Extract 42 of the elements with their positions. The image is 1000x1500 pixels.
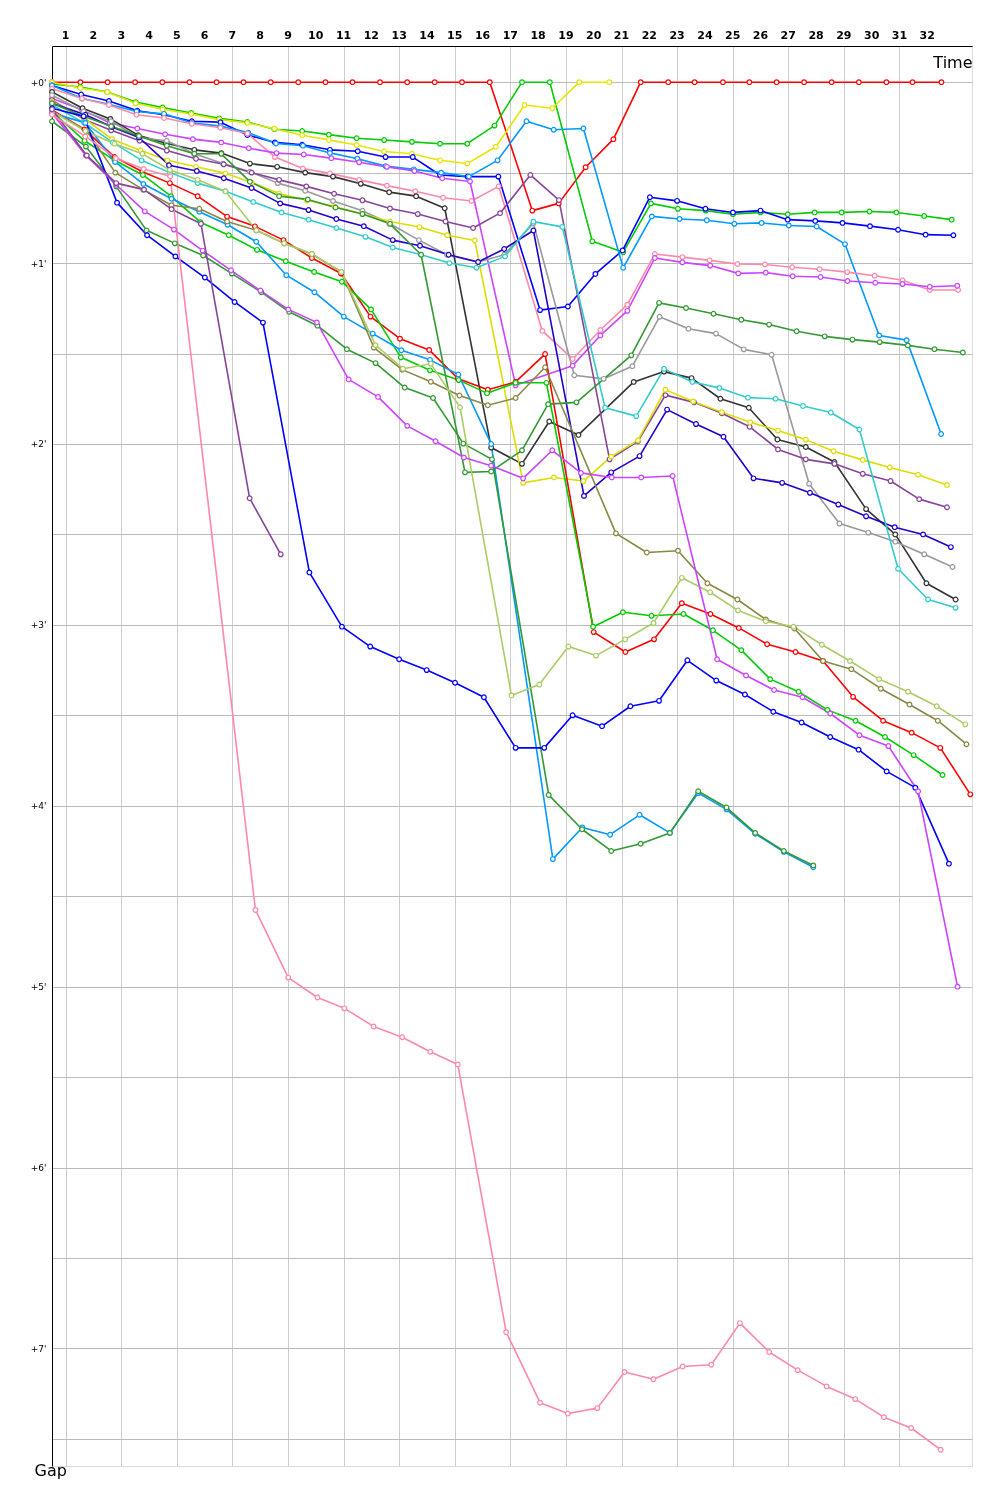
x-tick-label: 17 — [502, 29, 518, 42]
x-tick-label: 13 — [391, 29, 407, 42]
x-tick-label: 24 — [697, 29, 713, 42]
x-tick-label: 28 — [808, 29, 824, 42]
x-tick-label: 8 — [256, 29, 265, 42]
x-axis-title: Time — [932, 52, 973, 72]
y-tick-label: +7' — [30, 1343, 47, 1354]
y-tick-label: +1' — [30, 258, 47, 269]
x-tick-label: 1 — [61, 29, 70, 42]
x-tick-label: 16 — [474, 29, 491, 42]
x-tick-label: 11 — [335, 29, 352, 42]
x-tick-label: 26 — [752, 29, 769, 42]
x-tick-label: 21 — [613, 29, 630, 42]
x-tick-label: 15 — [447, 29, 463, 42]
x-tick-label: 4 — [145, 29, 154, 42]
x-tick-label: 29 — [836, 29, 852, 42]
x-tick-label: 3 — [117, 29, 126, 42]
y-axis-title: Gap — [34, 1460, 67, 1480]
x-tick-label: 22 — [641, 29, 657, 42]
x-tick-label: 10 — [308, 29, 324, 42]
x-tick-label: 9 — [284, 29, 292, 42]
x-tick-label: 19 — [558, 29, 574, 42]
x-tick-label: 23 — [669, 29, 685, 42]
x-tick-label: 14 — [419, 29, 435, 42]
y-tick-label: +3' — [30, 620, 47, 631]
y-tick-label: +2' — [30, 439, 47, 450]
x-tick-label: 20 — [586, 29, 602, 42]
x-tick-label: 31 — [891, 29, 908, 42]
y-tick-label: +5' — [30, 982, 47, 993]
x-tick-label: 2 — [89, 29, 98, 42]
x-tick-label: 30 — [864, 29, 880, 42]
x-tick-label: 12 — [363, 29, 380, 42]
y-tick-label: +0' — [30, 77, 47, 88]
x-tick-label: 32 — [919, 29, 935, 42]
y-tick-label: +6' — [30, 1163, 47, 1174]
x-tick-label: 27 — [780, 29, 796, 42]
x-tick-label: 5 — [172, 29, 181, 42]
y-tick-label: +4' — [30, 801, 47, 812]
x-tick-label: 6 — [200, 29, 209, 42]
x-tick-label: 18 — [530, 29, 546, 42]
x-tick-label: 7 — [228, 29, 237, 42]
x-tick-label: 25 — [725, 29, 741, 42]
